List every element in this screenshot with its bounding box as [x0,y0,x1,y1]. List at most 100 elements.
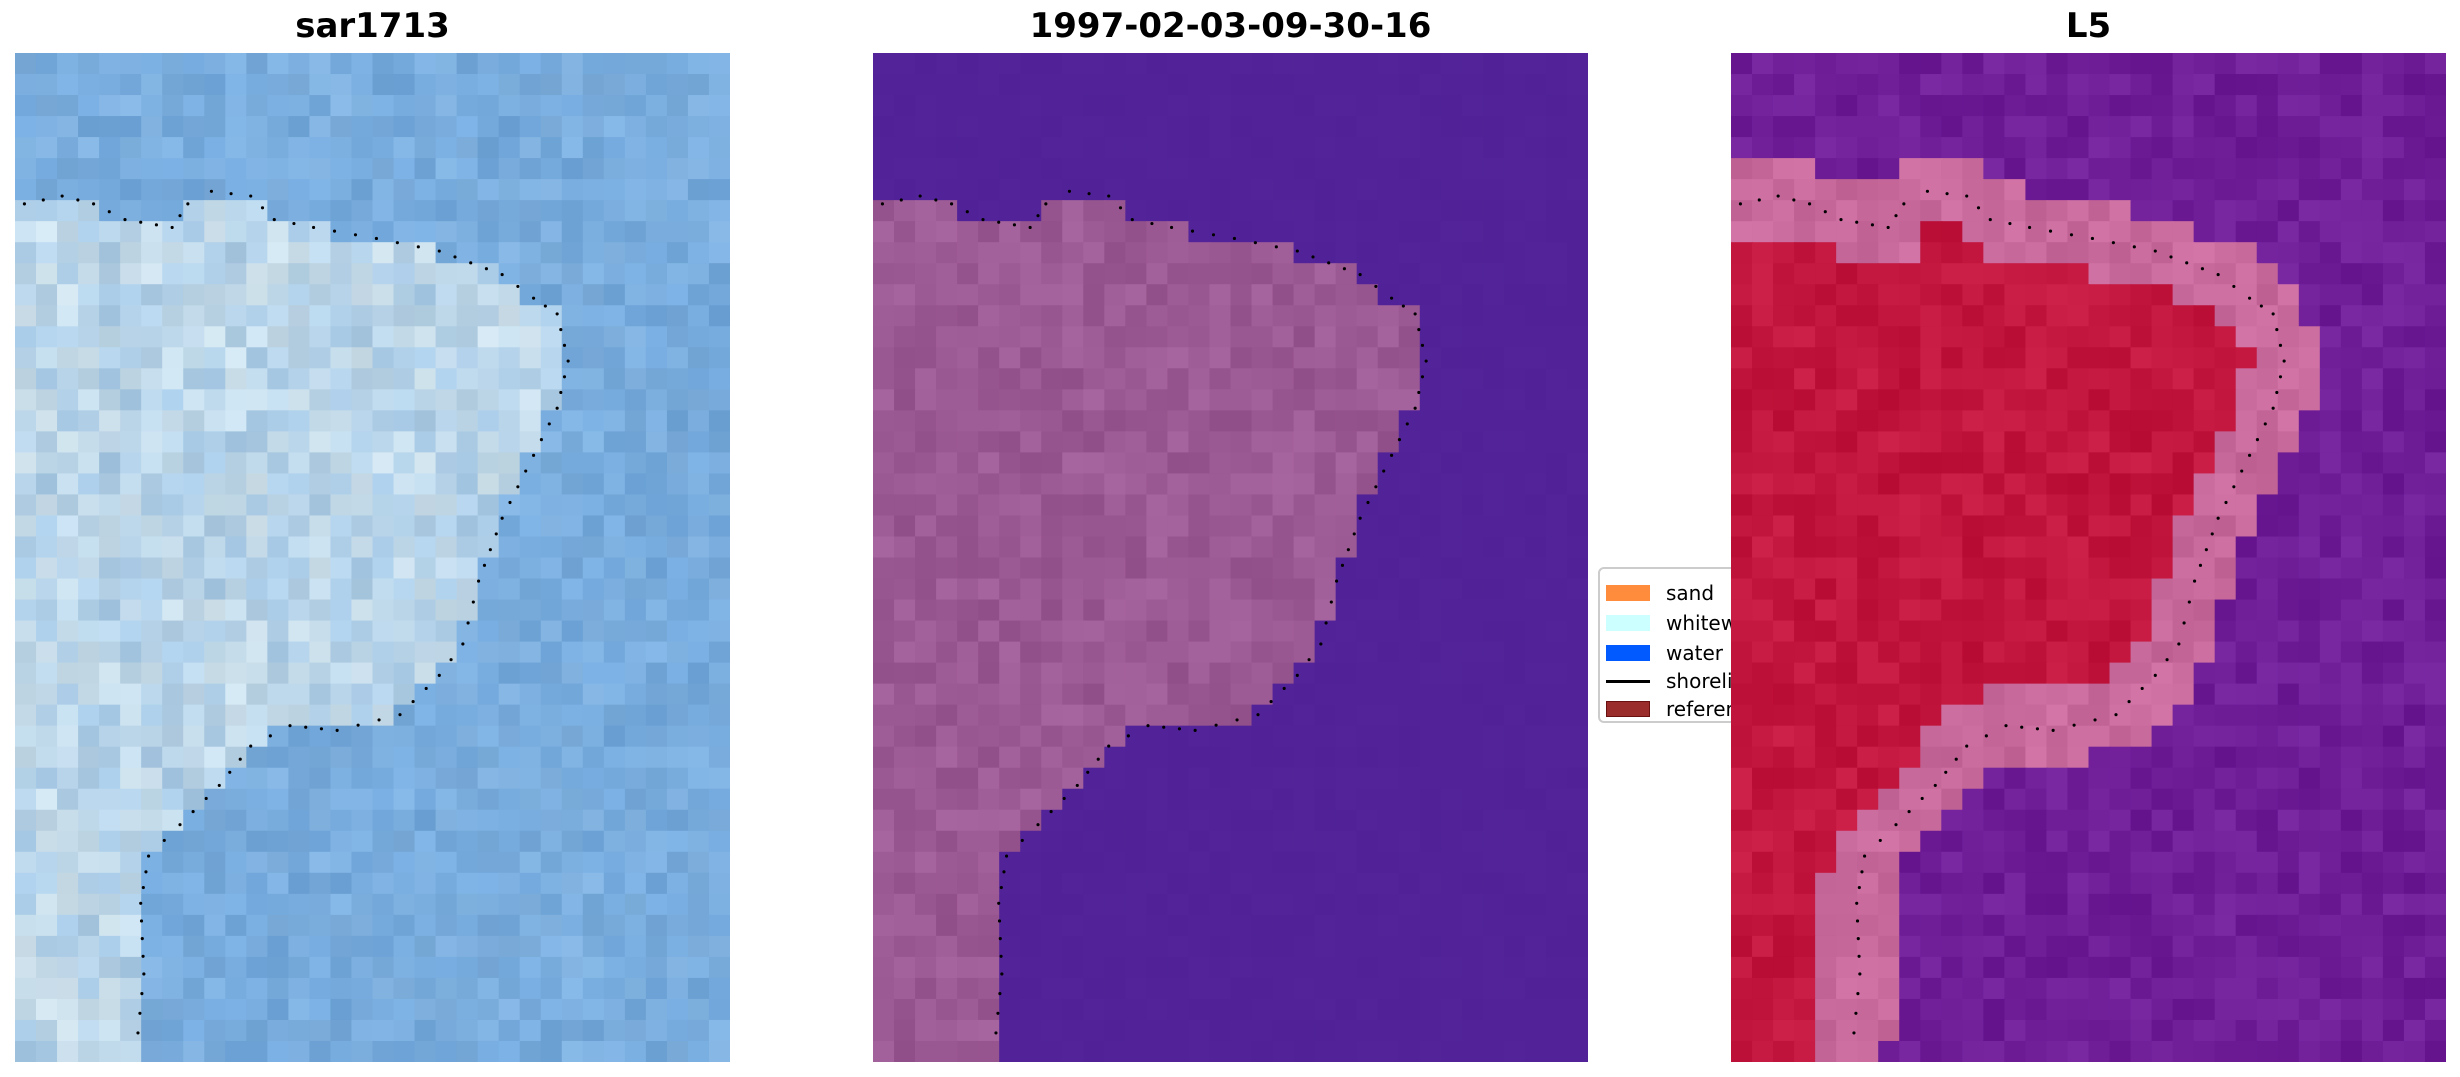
pixel [162,977,185,1000]
pixel [99,1040,122,1062]
pixel [1752,53,1775,75]
pixel [1836,557,1859,580]
pixel [1878,767,1901,790]
shoreline-point [1062,796,1066,801]
pixel [2088,620,2111,643]
pixel [1335,956,1358,979]
pixel [1920,389,1943,412]
pixel [246,977,269,1000]
pixel [15,914,37,937]
pixel [1020,347,1043,370]
shoreline-point [996,1011,1000,1015]
pixel [1878,242,1901,265]
pixel [393,956,416,979]
pixel [1836,893,1859,916]
pixel [1440,683,1463,706]
pixel [414,158,437,181]
pixel [999,914,1022,937]
pixel [2256,746,2279,769]
shoreline-point [437,249,441,253]
pixel [2214,473,2237,496]
pixel [393,620,416,643]
pixel [141,704,164,727]
pixel [2298,767,2321,790]
pixel [2130,158,2153,181]
pixel [2172,914,2195,937]
pixel [372,851,395,874]
pixel [1230,326,1253,349]
pixel [1293,326,1316,349]
pixel [1062,641,1085,664]
pixel [372,137,395,160]
pixel [1230,263,1253,286]
pixel [309,74,332,96]
pixel [1335,515,1358,538]
pixel [57,389,80,412]
pixel [15,683,37,706]
pixel [1083,998,1106,1021]
pixel [1983,515,2006,538]
pixel [1731,998,1753,1021]
pixel [2046,158,2069,181]
pixel [1230,200,1253,223]
pixel [582,74,605,96]
pixel [414,557,437,580]
pixel [624,725,647,748]
pixel [1293,809,1316,832]
pixel [2004,704,2027,727]
pixel [2361,284,2384,307]
pixel [603,368,626,391]
pixel [2025,725,2048,748]
pixel [1104,956,1127,979]
pixel [2130,956,2153,979]
pixel [288,494,311,517]
pixel [873,956,895,979]
pixel [1419,599,1442,622]
pixel [1857,599,1880,622]
pixel [1836,368,1859,391]
shoreline-point [249,744,253,748]
pixel [1419,662,1442,685]
pixel [1566,179,1588,202]
pixel [1041,95,1064,118]
pixel [1083,473,1106,496]
pixel [2151,326,2174,349]
pixel [1209,368,1232,391]
pixel [582,494,605,517]
pixel [519,557,542,580]
pixel [1503,872,1526,895]
pixel [99,746,122,769]
pixel [1293,347,1316,370]
pixel [2298,305,2321,328]
pixel [288,410,311,433]
pixel [1230,410,1253,433]
pixel [1983,725,2006,748]
pixel [372,578,395,601]
pixel [1773,809,1796,832]
pixel [435,557,458,580]
pixel [1524,704,1547,727]
pixel [1104,305,1127,328]
pixel [1125,389,1148,412]
pixel [1251,998,1274,1021]
pixel [519,746,542,769]
pixel [978,767,1001,790]
pixel [2172,704,2195,727]
pixel [1920,914,1943,937]
pixel [2025,788,2048,811]
pixel [1167,578,1190,601]
pixel [309,347,332,370]
pixel [894,998,917,1021]
pixel [1314,641,1337,664]
pixel [1230,1019,1253,1042]
pixel [1815,578,1838,601]
pixel [1857,998,1880,1021]
pixel [78,305,101,328]
pixel [2151,809,2174,832]
pixel [2298,347,2321,370]
pixel [36,893,59,916]
pixel [141,179,164,202]
pixel [246,998,269,1021]
pixel [1020,851,1043,874]
pixel [2067,116,2090,139]
